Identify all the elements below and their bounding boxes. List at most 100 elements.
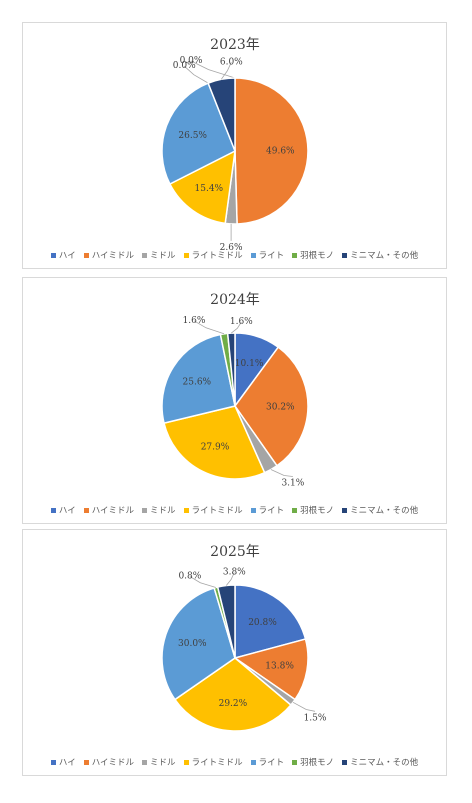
legend-2024: ハイ ハイミドル ミドル ライトミドル ライト 羽根モノ ミニマム・その他 xyxy=(23,504,446,516)
pie-slice-4 xyxy=(168,149,236,225)
legend-swatch xyxy=(183,507,189,513)
pie-slice-5 xyxy=(161,333,236,425)
legend-label: ライトミドル xyxy=(191,251,243,261)
pie-slice-2 xyxy=(233,638,309,701)
data-label: 15.4% xyxy=(195,184,224,194)
legend-label: 羽根モノ xyxy=(300,506,335,516)
legend-swatch xyxy=(83,252,89,258)
data-label: 3.1% xyxy=(281,479,304,489)
legend-item-6: 羽根モノ xyxy=(292,504,334,516)
legend-label: ハイ xyxy=(58,251,76,261)
legend-label: ミニマム・その他 xyxy=(350,251,419,261)
legend-label: ハイ xyxy=(58,758,76,768)
legend-swatch xyxy=(342,507,348,513)
legend-label: ミドル xyxy=(150,758,176,768)
pie-slice-1 xyxy=(234,584,307,659)
legend-item-2: ハイミドル xyxy=(83,504,134,516)
legend-swatch xyxy=(50,759,56,765)
legend-item-6: 羽根モノ xyxy=(292,249,334,261)
data-label: 20.8% xyxy=(248,618,277,628)
data-label: 30.0% xyxy=(178,639,207,649)
data-label: 6.0% xyxy=(220,57,243,67)
data-label: 1.5% xyxy=(304,713,327,723)
legend-label: ハイミドル xyxy=(91,251,135,261)
data-label: 25.6% xyxy=(183,378,212,388)
legend-swatch xyxy=(142,252,148,258)
legend-item-1: ハイ xyxy=(50,504,76,516)
legend-item-2: ハイミドル xyxy=(83,756,135,768)
leader-line xyxy=(193,320,225,335)
legend-item-5: ライト xyxy=(250,504,284,516)
data-label: 26.5% xyxy=(178,131,207,141)
legend-item-4: ライトミドル xyxy=(183,756,243,768)
data-label: 27.9% xyxy=(201,443,230,453)
data-label: 10.1% xyxy=(235,359,264,369)
pie-slice-4 xyxy=(163,405,266,480)
legend-swatch xyxy=(292,252,298,258)
legend-label: ライトミドル xyxy=(191,506,243,516)
leader-line xyxy=(220,62,232,80)
legend-item-6: 羽根モノ xyxy=(292,756,334,768)
legend-label: ミニマム・その他 xyxy=(350,758,419,768)
pie-slice-5 xyxy=(161,587,236,701)
legend-item-7: ミニマム・その他 xyxy=(342,504,418,516)
chart-panel-2023: 2023年 0.0% 49.6% 2.6% 15.4% 26.5% 0.0% 6.0% ハイハ… xyxy=(22,22,447,269)
leader-line xyxy=(231,321,242,334)
legend-item-7: ミニマム・その他 xyxy=(342,756,418,768)
legend-label: ライト xyxy=(258,758,285,768)
leader-line xyxy=(225,572,235,586)
legend-swatch xyxy=(292,759,298,765)
legend-item-3: ミドル xyxy=(142,756,176,768)
legend-item-7: ミニマム・その他 xyxy=(342,249,418,261)
chart-panel-2025: 2025年 20.8% 13.8% 1.5% 29.2% 30.0% 0.8% 3.8% ハイ… xyxy=(22,529,447,776)
legend-label: ハイミドル xyxy=(91,758,135,768)
leader-line xyxy=(183,65,209,84)
legend-swatch xyxy=(183,252,189,258)
legend-swatch xyxy=(83,507,89,513)
legend-swatch xyxy=(250,759,256,765)
data-label: 3.8% xyxy=(223,568,246,578)
legend-item-4: ライトミドル xyxy=(183,504,243,516)
legend-swatch xyxy=(250,507,256,513)
legend-swatch xyxy=(342,252,348,258)
legend-swatch xyxy=(50,252,56,258)
pie-chart-2023: 2023年 0.0% 49.6% 2.6% 15.4% 26.5% 0.0% 6.0% xyxy=(161,37,309,253)
data-label: 1.6% xyxy=(183,316,206,326)
pie-slice-2 xyxy=(234,77,309,225)
legend-item-1: ハイ xyxy=(50,756,76,768)
pie-slice-4 xyxy=(173,657,292,732)
legend-swatch xyxy=(342,759,348,765)
pie-chart-2024: 2024年 10.1% 30.2% 3.1% 27.9% 25.6% 1.6% 1.6% xyxy=(161,292,309,489)
legend-item-2: ハイミドル xyxy=(83,249,135,261)
legend-label: ミドル xyxy=(150,251,176,261)
legend-item-5: ライト xyxy=(250,756,285,768)
legend-item-4: ライトミドル xyxy=(183,249,243,261)
pie-chart-2025: 2025年 20.8% 13.8% 1.5% 29.2% 30.0% 0.8% 3.8% xyxy=(161,544,327,732)
legend-swatch xyxy=(50,507,56,513)
legend-2023: ハイ ハイミドル ミドル ライトミドル ライト 羽根モノ ミニマム・その他 xyxy=(23,249,446,261)
pie-slice-7 xyxy=(216,584,236,659)
legend-2025: ハイ ハイミドル ミドル ライトミドル ライト 羽根モノ ミニマム・その他 xyxy=(23,756,446,768)
leader-line xyxy=(292,701,316,712)
legend-swatch xyxy=(183,759,189,765)
legend-label: ライトミドル xyxy=(191,758,243,768)
legend-label: 羽根モノ xyxy=(300,758,335,768)
legend-item-3: ミドル xyxy=(142,504,176,516)
pie-slice-2 xyxy=(234,346,309,467)
data-label: 1.6% xyxy=(230,317,253,327)
legend-item-3: ミドル xyxy=(142,249,176,261)
pie-slice-5 xyxy=(161,82,236,186)
chart-panel-2024: 2024年 10.1% 30.2% 3.1% 27.9% 25.6% 1.6% 1.6% ハイ… xyxy=(22,277,447,524)
data-label: 30.2% xyxy=(266,403,295,413)
leader-line xyxy=(190,60,236,79)
legend-label: ミニマム・その他 xyxy=(350,506,419,516)
legend-label: 羽根モノ xyxy=(300,251,335,261)
leader-line xyxy=(270,469,293,477)
data-label: 13.8% xyxy=(265,662,294,672)
legend-swatch xyxy=(142,759,148,765)
data-label: 49.6% xyxy=(266,146,295,156)
legend-label: ハイ xyxy=(58,506,76,516)
legend-item-1: ハイ xyxy=(50,249,76,261)
chart-title: 2023年 xyxy=(210,37,260,53)
legend-swatch xyxy=(250,252,256,258)
